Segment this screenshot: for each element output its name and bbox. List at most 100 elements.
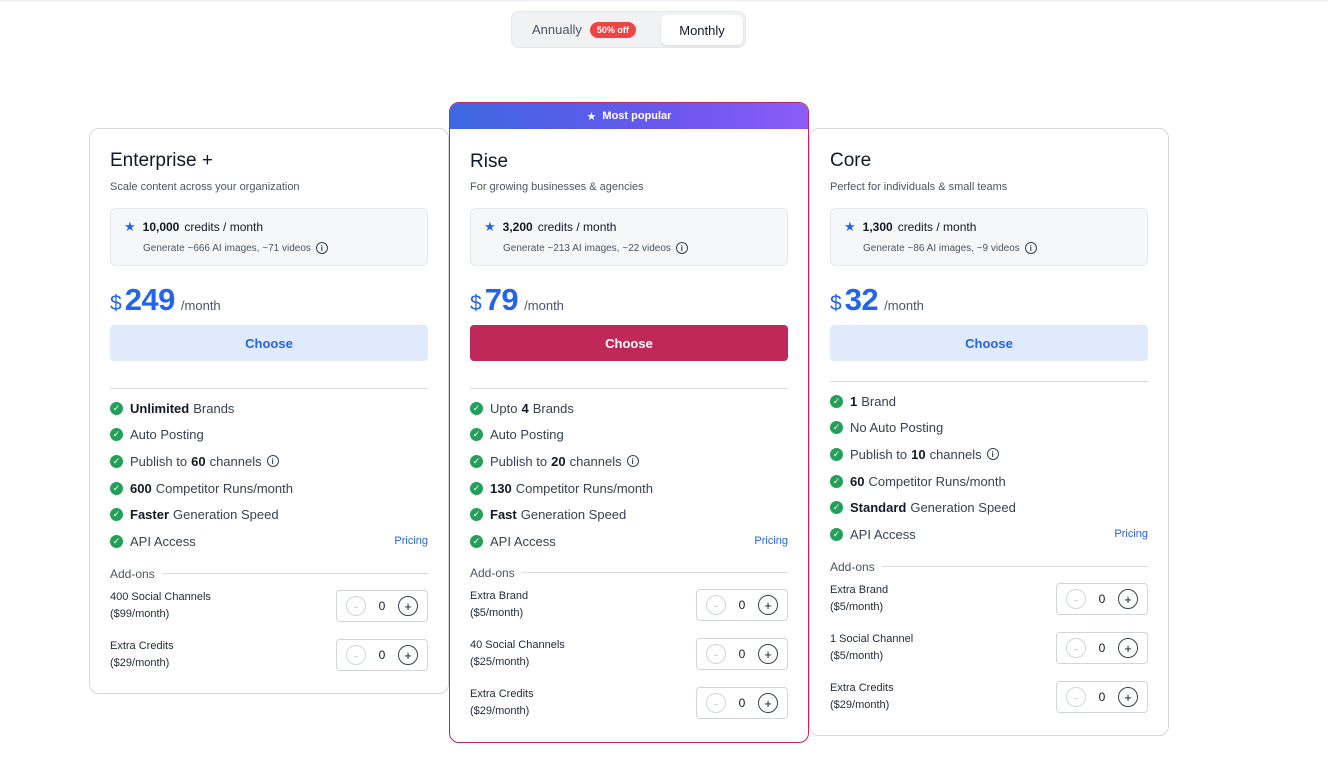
decrement-button[interactable]: - bbox=[706, 644, 726, 665]
feature-text: Publish to bbox=[130, 453, 188, 469]
feature-list: ✓ Unlimited Brands ✓ Auto Posting ✓ Publish … bbox=[110, 395, 428, 555]
price-period: /month bbox=[180, 298, 221, 313]
price-period: /month bbox=[524, 298, 564, 313]
info-icon[interactable]: i bbox=[675, 242, 688, 254]
credits-box: ★ 10,000 credits / month Generate ~666 A… bbox=[110, 208, 428, 266]
addon-row: 40 Social Channels ($25/month) -0 + bbox=[470, 630, 788, 679]
info-icon[interactable]: i bbox=[315, 242, 328, 254]
info-icon[interactable]: i bbox=[266, 455, 279, 468]
info-icon[interactable]: i bbox=[1024, 242, 1037, 254]
quantity-value: 0 bbox=[738, 647, 746, 662]
feature-text: API Access bbox=[490, 533, 556, 549]
increment-button[interactable]: + bbox=[758, 693, 778, 714]
credits-amount: 10,000 bbox=[142, 220, 180, 234]
feature-item: ✓ 600 Competitor Runs/month bbox=[110, 475, 428, 502]
feature-item: ✓ No Auto Posting bbox=[830, 415, 1148, 442]
addon-row: Extra Credits ($29/month) -0 + bbox=[470, 679, 788, 728]
choose-button[interactable]: Choose bbox=[830, 325, 1148, 361]
credits-generate: Generate ~213 AI images, ~22 videos bbox=[503, 242, 671, 254]
feature-highlight: 1 bbox=[850, 393, 858, 409]
addon-price: ($29/month) bbox=[830, 699, 890, 712]
feature-highlight: 4 bbox=[521, 400, 529, 416]
api-pricing-link[interactable]: Pricing bbox=[394, 535, 428, 548]
api-pricing-link[interactable]: Pricing bbox=[754, 535, 788, 548]
feature-text: Auto Posting bbox=[490, 427, 564, 443]
star-icon: ★ bbox=[124, 219, 136, 234]
feature-item: ✓ API Access Pricing bbox=[110, 528, 428, 555]
quantity-value: 0 bbox=[1098, 641, 1106, 656]
increment-button[interactable]: + bbox=[1118, 638, 1138, 659]
quantity-value: 0 bbox=[1098, 690, 1106, 705]
billing-toggle: Annually 50% off Monthly bbox=[511, 11, 746, 48]
decrement-button[interactable]: - bbox=[346, 596, 366, 617]
addons-label: Add-ons bbox=[110, 566, 155, 581]
feature-highlight: Faster bbox=[130, 507, 170, 523]
most-popular-banner: ★ Most popular bbox=[450, 103, 808, 129]
divider bbox=[830, 381, 1148, 382]
plan-subtitle: For growing businesses & agencies bbox=[470, 181, 644, 193]
star-icon: ★ bbox=[844, 219, 856, 234]
decrement-button[interactable]: - bbox=[346, 645, 366, 666]
addon-name: 40 Social Channels bbox=[470, 639, 565, 652]
increment-button[interactable]: + bbox=[1118, 687, 1138, 708]
choose-button[interactable]: Choose bbox=[110, 325, 428, 361]
addon-row: 1 Social Channel ($5/month) -0 + bbox=[830, 624, 1148, 673]
check-icon: ✓ bbox=[470, 428, 483, 442]
plan-subtitle: Perfect for individuals & small teams bbox=[830, 181, 1008, 193]
feature-item: ✓ 60 Competitor Runs/month bbox=[830, 468, 1148, 495]
increment-button[interactable]: + bbox=[398, 645, 418, 666]
check-icon: ✓ bbox=[470, 508, 483, 522]
check-icon: ✓ bbox=[830, 501, 843, 515]
addon-label: Extra Brand ($5/month) bbox=[830, 582, 888, 616]
check-icon: ✓ bbox=[110, 428, 123, 442]
feature-item: ✓ Publish to 60 channels i bbox=[110, 448, 428, 475]
increment-button[interactable]: + bbox=[758, 644, 778, 665]
check-icon: ✓ bbox=[110, 508, 123, 522]
info-icon[interactable]: i bbox=[986, 448, 999, 461]
api-pricing-link[interactable]: Pricing bbox=[1114, 528, 1148, 541]
check-icon: ✓ bbox=[110, 481, 123, 495]
addon-row: Extra Brand ($5/month) -0 + bbox=[830, 575, 1148, 624]
divider bbox=[521, 572, 788, 574]
quantity-stepper: -0 + bbox=[336, 639, 428, 672]
feature-text: Brands bbox=[532, 400, 574, 416]
check-icon: ✓ bbox=[470, 481, 483, 495]
addon-name: Extra Credits bbox=[470, 688, 534, 701]
addon-name: 1 Social Channel bbox=[830, 633, 914, 646]
increment-button[interactable]: + bbox=[758, 595, 778, 616]
addon-row: 400 Social Channels ($99/month) -0 + bbox=[110, 582, 428, 631]
plan-subtitle: Scale content across your organization bbox=[110, 181, 300, 193]
feature-text: Publish to bbox=[850, 446, 908, 462]
plan-name: Rise bbox=[470, 151, 509, 172]
increment-button[interactable]: + bbox=[1118, 589, 1138, 610]
increment-button[interactable]: + bbox=[398, 596, 418, 617]
divider bbox=[110, 388, 428, 389]
credits-unit: credits / month bbox=[184, 220, 264, 234]
feature-item: ✓ Auto Posting bbox=[470, 422, 788, 449]
info-icon[interactable]: i bbox=[626, 455, 639, 468]
feature-text: Brand bbox=[861, 393, 896, 409]
annually-option[interactable]: Annually 50% off bbox=[516, 15, 660, 44]
feature-text: channels bbox=[929, 446, 982, 462]
plan-name: Enterprise + bbox=[110, 150, 213, 171]
price-amount: 32 bbox=[844, 282, 879, 317]
decrement-button[interactable]: - bbox=[1066, 589, 1086, 610]
addons-label: Add-ons bbox=[830, 559, 875, 574]
feature-text: Generation Speed bbox=[910, 500, 1016, 516]
monthly-option[interactable]: Monthly bbox=[661, 15, 743, 45]
decrement-button[interactable]: - bbox=[706, 595, 726, 616]
feature-text: Publish to bbox=[490, 453, 548, 469]
addon-price: ($5/month) bbox=[830, 650, 884, 663]
decrement-button[interactable]: - bbox=[1066, 638, 1086, 659]
feature-text: Competitor Runs/month bbox=[515, 480, 653, 496]
decrement-button[interactable]: - bbox=[1066, 687, 1086, 708]
addon-label: Extra Credits ($29/month) bbox=[110, 638, 174, 672]
addon-label: 40 Social Channels ($25/month) bbox=[470, 637, 565, 671]
feature-item: ✓ Upto 4 Brands bbox=[470, 395, 788, 422]
decrement-button[interactable]: - bbox=[706, 693, 726, 714]
choose-button[interactable]: Choose bbox=[470, 325, 788, 361]
check-icon: ✓ bbox=[830, 527, 843, 541]
addon-label: 400 Social Channels ($99/month) bbox=[110, 589, 211, 623]
feature-text: API Access bbox=[850, 526, 916, 542]
feature-item: ✓ Publish to 20 channels i bbox=[470, 448, 788, 475]
